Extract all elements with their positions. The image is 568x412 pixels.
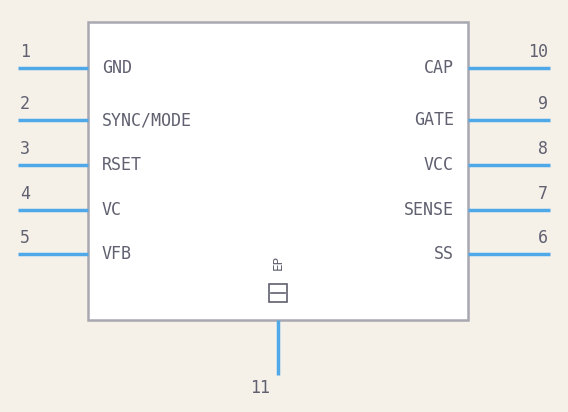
Text: GND: GND (102, 59, 132, 77)
Text: 10: 10 (528, 43, 548, 61)
Text: EP: EP (272, 255, 285, 270)
Text: 3: 3 (20, 140, 30, 158)
Text: VC: VC (102, 201, 122, 219)
Text: SS: SS (434, 245, 454, 263)
Text: GATE: GATE (414, 111, 454, 129)
Text: 9: 9 (538, 95, 548, 113)
Text: 7: 7 (538, 185, 548, 203)
Text: VCC: VCC (424, 156, 454, 174)
Text: 11: 11 (250, 379, 270, 397)
FancyBboxPatch shape (269, 284, 287, 302)
Text: 6: 6 (538, 229, 548, 247)
Text: 8: 8 (538, 140, 548, 158)
Text: SYNC/MODE: SYNC/MODE (102, 111, 192, 129)
Text: VFB: VFB (102, 245, 132, 263)
Text: 5: 5 (20, 229, 30, 247)
Text: 2: 2 (20, 95, 30, 113)
Text: 4: 4 (20, 185, 30, 203)
Text: SENSE: SENSE (404, 201, 454, 219)
Text: 1: 1 (20, 43, 30, 61)
FancyBboxPatch shape (88, 22, 468, 320)
Text: RSET: RSET (102, 156, 142, 174)
Text: CAP: CAP (424, 59, 454, 77)
